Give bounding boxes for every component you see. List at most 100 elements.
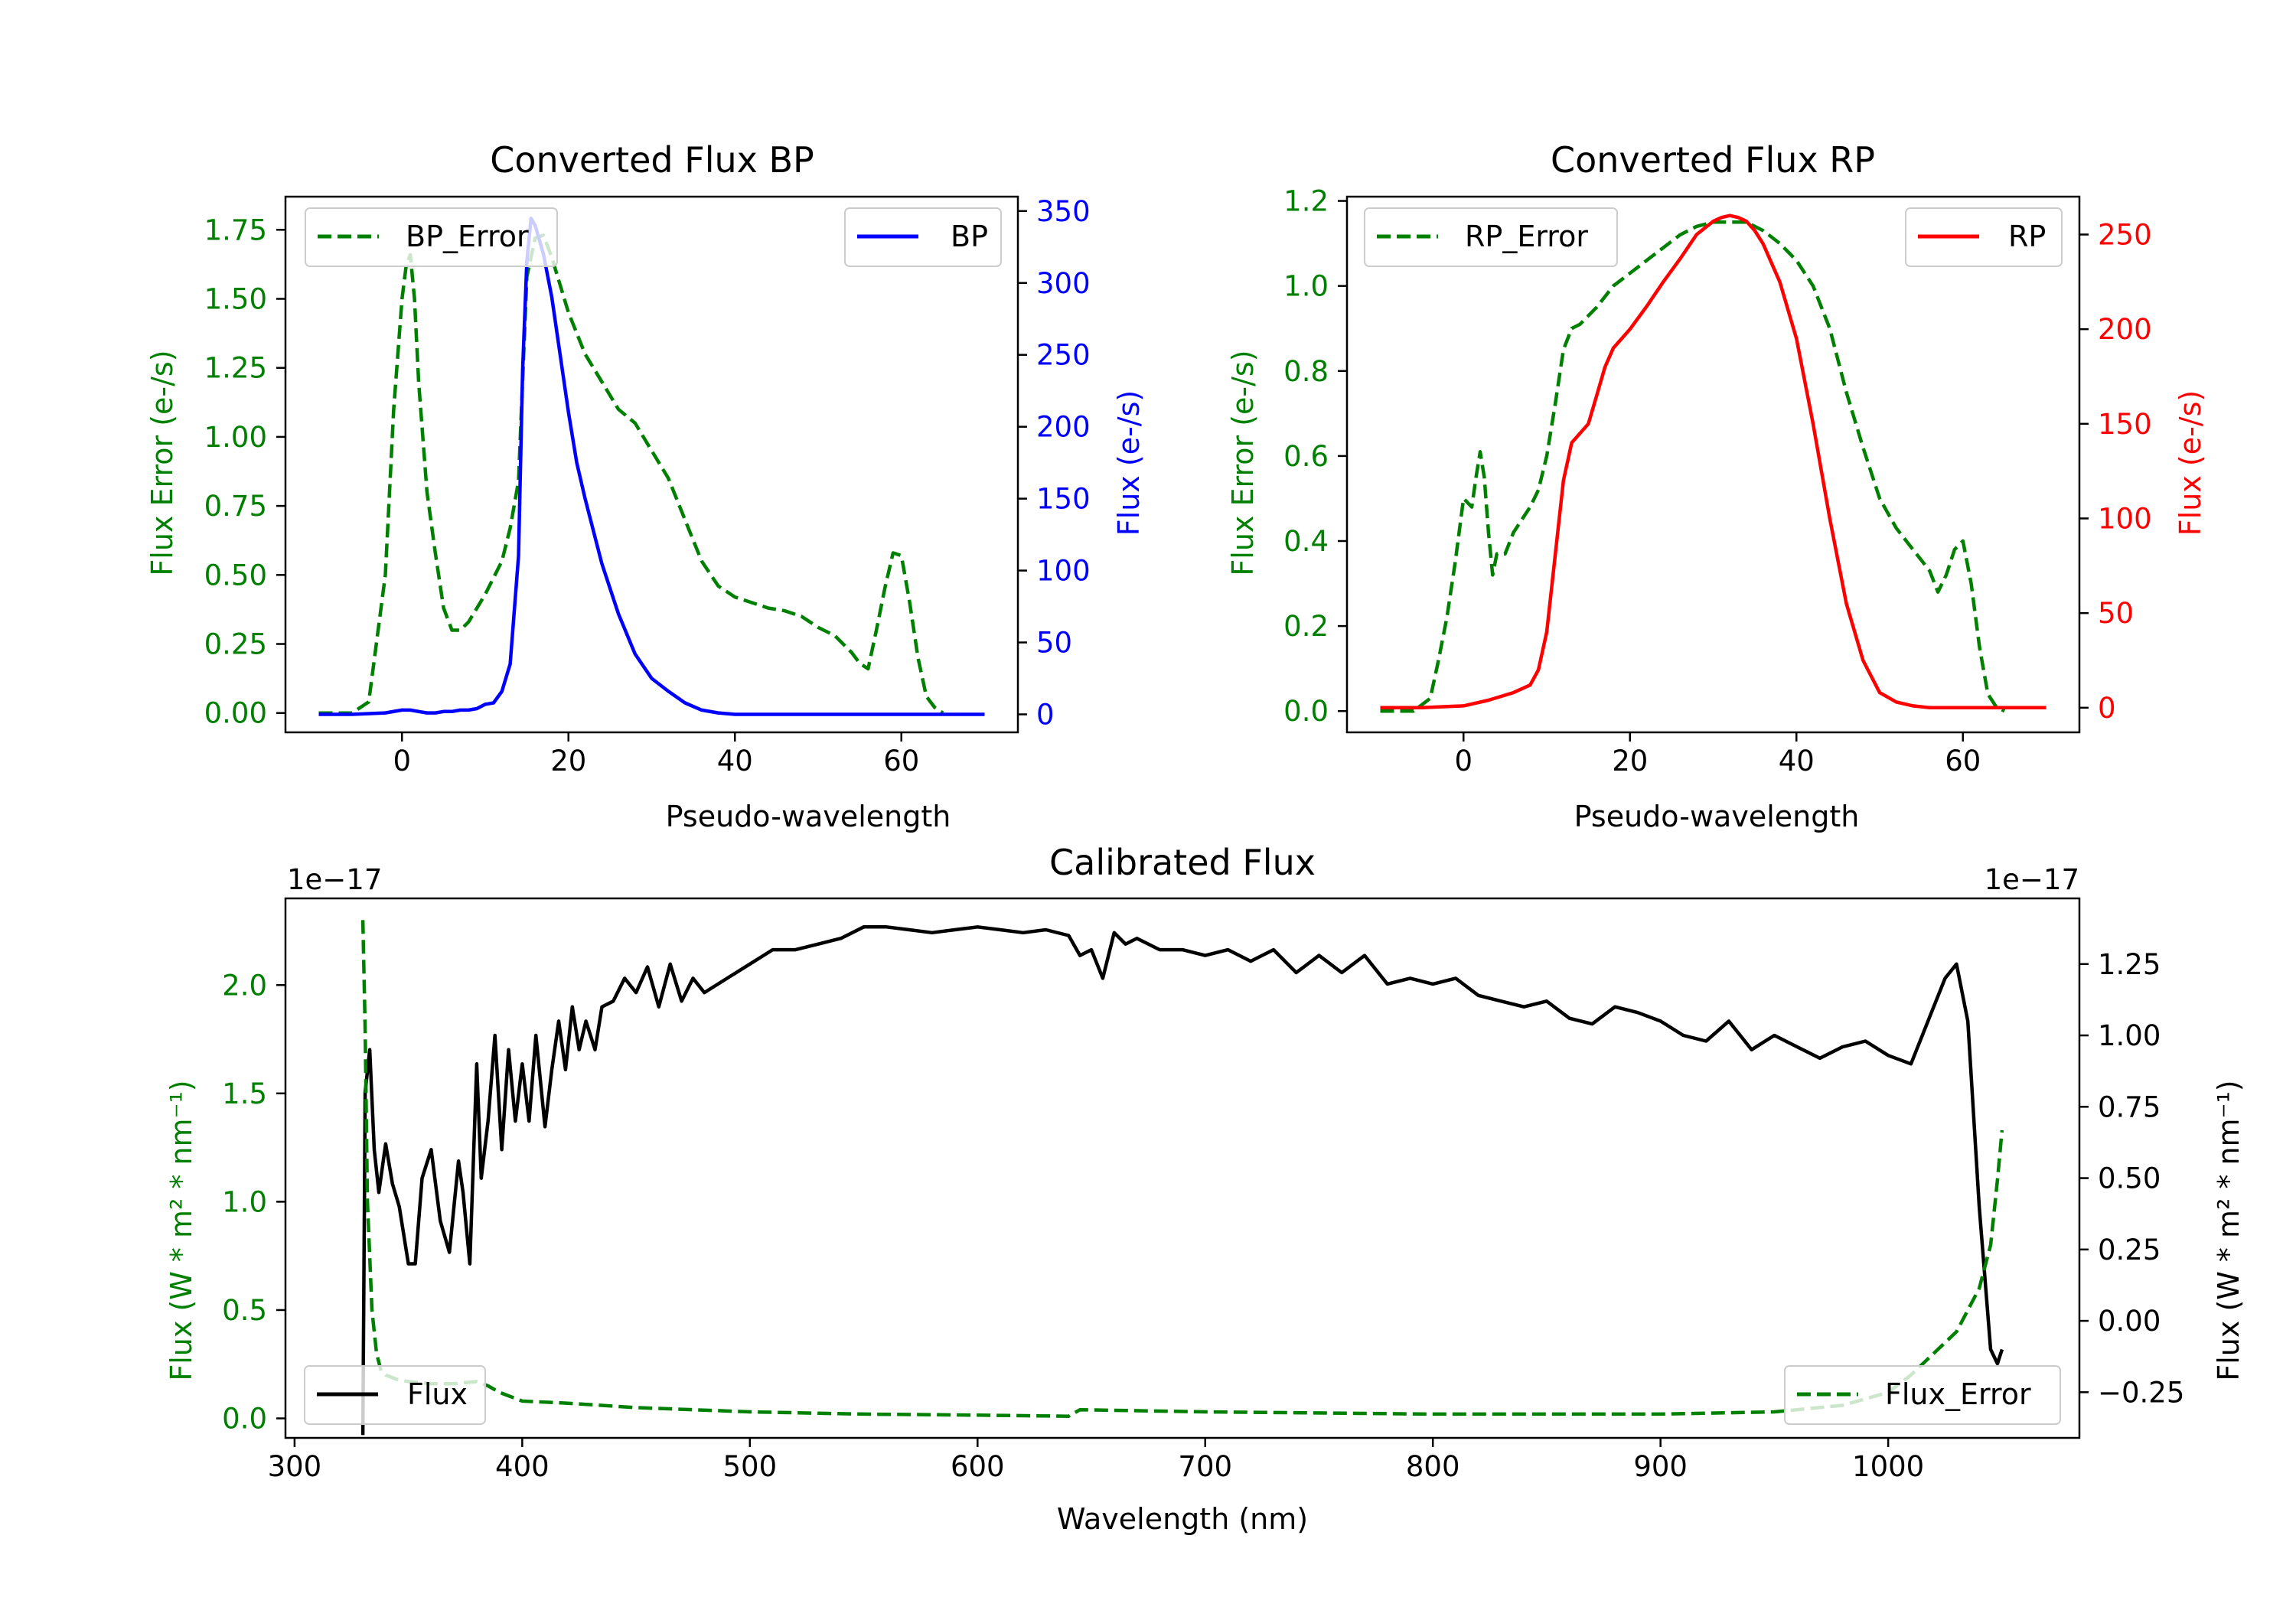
cal-right-ylabel: Flux (W * m² * nm⁻¹) [2212,1080,2245,1380]
rp-right-tick-label: 200 [2098,313,2152,346]
rp-x-tick-label: 40 [1779,745,1815,777]
cal-legend-flux[interactable]: Flux [304,1365,486,1425]
cal-right-tick-label: −0.25 [2098,1376,2184,1409]
rp-series-rp-error [1380,220,2006,713]
cal-series-flux [360,925,2004,1436]
cal-right-tick-label: 0.25 [2098,1234,2161,1266]
rp-left-tick-label: 1.0 [1283,270,1329,303]
cal-title: Calibrated Flux [1049,842,1316,883]
rp-frame [1345,195,2081,734]
bp-right-tick-label: 350 [1036,195,1091,228]
panel-rp: Converted Flux RP Pseudo-wavelength Flux… [1226,139,2207,833]
bp-right-ylabel: Flux (e-/s) [1112,390,1146,536]
rp-left-tick-label: 1.2 [1283,185,1329,218]
bp-right-tick-label: 50 [1036,627,1072,660]
cal-left-tick-label: 0.0 [222,1403,267,1436]
cal-right-ticks: −0.25 0.00 0.25 0.50 0.75 1.00 1.25 [2079,948,2184,1409]
rp-left-tick-label: 0.2 [1283,610,1329,643]
cal-legend-flux-box [304,1365,486,1425]
bp-right-tick-label: 300 [1036,267,1091,300]
cal-x-tick-label: 500 [723,1450,778,1483]
cal-left-tick-label: 1.0 [222,1185,267,1218]
bp-left-tick-label: 1.25 [204,352,267,385]
rp-right-tick-label: 0 [2098,692,2116,725]
bp-legend-flux-box [844,207,1002,267]
rp-series-rp [1380,214,2047,710]
bp-series-bp-error [318,233,944,715]
bp-right-tick-label: 150 [1036,483,1091,516]
rp-left-tick-label: 0.0 [1283,695,1329,728]
bp-left-tick-label: 1.50 [204,283,267,316]
bp-legend-flux-label: BP [951,220,988,253]
panel-bp: Converted Flux BP Pseudo-wavelength Flux… [145,139,1146,833]
bp-left-ticks: 0.00 0.25 0.50 0.75 1.00 1.25 1.50 1.75 [204,214,285,730]
cal-legend-flux-label: Flux [407,1377,468,1411]
rp-left-ylabel: Flux Error (e-/s) [1226,350,1260,575]
rp-x-tick-label: 20 [1612,745,1648,777]
bp-left-tick-label: 0.00 [204,697,267,730]
bp-xlabel: Pseudo-wavelength [666,800,951,833]
bp-left-tick-label: 1.75 [204,214,267,246]
rp-legend-flux-box [1905,207,2063,267]
cal-series-flux-error [360,920,2004,1418]
rp-x-tick-label: 0 [1454,745,1473,777]
cal-right-tick-label: 1.00 [2098,1019,2161,1052]
rp-left-tick-label: 0.8 [1283,355,1329,388]
bp-left-tick-label: 1.00 [204,421,267,454]
bp-legend-flux[interactable]: BP [844,207,1002,267]
cal-left-tick-label: 1.5 [222,1077,267,1110]
cal-legend-error[interactable]: Flux_Error [1784,1365,2061,1425]
bp-x-tick-label: 60 [883,745,919,777]
bp-title: Converted Flux BP [490,139,814,181]
bp-frame [284,195,1019,734]
cal-right-tick-label: 0.50 [2098,1162,2161,1195]
bp-x-tick-label: 40 [717,745,753,777]
rp-lines [1380,214,2047,713]
bp-right-tick-label: 250 [1036,339,1091,372]
rp-x-ticks: 0 20 40 60 [1454,732,1981,777]
bp-x-ticks: 0 20 40 60 [393,732,919,777]
cal-x-ticks: 300 400 500 600 700 800 900 1000 [268,1438,1924,1483]
rp-right-ylabel: Flux (e-/s) [2174,390,2207,536]
cal-legend-error-label: Flux_Error [1885,1377,2031,1411]
rp-right-tick-label: 50 [2098,597,2134,630]
cal-left-ticks: 0.0 0.5 1.0 1.5 2.0 [222,969,285,1436]
bp-left-ylabel: Flux Error (e-/s) [145,350,179,575]
bp-x-tick-label: 0 [393,745,411,777]
bp-legend-error-label: BP_Error [406,220,529,253]
cal-left-tick-label: 2.0 [222,969,267,1002]
cal-right-tick-label: 0.00 [2098,1305,2161,1338]
rp-right-tick-label: 100 [2098,502,2152,535]
cal-right-tick-label: 1.25 [2098,948,2161,981]
cal-left-offset: 1e−17 [287,863,382,896]
rp-right-tick-label: 150 [2098,408,2152,441]
rp-x-tick-label: 60 [1945,745,1981,777]
rp-left-tick-label: 0.4 [1283,525,1329,558]
bp-right-ticks: 0 50 100 150 200 250 300 350 [1018,195,1091,732]
rp-title: Converted Flux RP [1551,139,1875,181]
cal-frame [284,897,2081,1439]
rp-legend-flux-label: RP [2008,220,2046,253]
rp-legend-flux[interactable]: RP [1905,207,2063,267]
cal-x-tick-label: 900 [1633,1450,1688,1483]
cal-x-tick-label: 800 [1406,1450,1460,1483]
rp-right-ticks: 0 50 100 150 200 250 [2079,218,2152,725]
rp-left-ticks: 0.0 0.2 0.4 0.6 0.8 1.0 1.2 [1283,185,1347,728]
rp-legend-error-box [1364,207,1618,267]
cal-left-ylabel: Flux (W * m² * nm⁻¹) [165,1080,198,1380]
cal-right-offset: 1e−17 [1985,863,2079,896]
rp-xlabel: Pseudo-wavelength [1574,800,1860,833]
rp-legend-error-label: RP_Error [1465,220,1588,253]
cal-lines [360,920,2004,1436]
bp-right-tick-label: 200 [1036,411,1091,444]
bp-left-tick-label: 0.50 [204,559,267,592]
cal-x-tick-label: 300 [268,1450,322,1483]
bp-left-tick-label: 0.75 [204,490,267,523]
cal-x-tick-label: 1000 [1852,1450,1924,1483]
bp-legend-error[interactable]: BP_Error [305,207,558,267]
cal-x-tick-label: 700 [1178,1450,1232,1483]
rp-legend-error[interactable]: RP_Error [1364,207,1618,267]
bp-right-tick-label: 100 [1036,555,1091,588]
